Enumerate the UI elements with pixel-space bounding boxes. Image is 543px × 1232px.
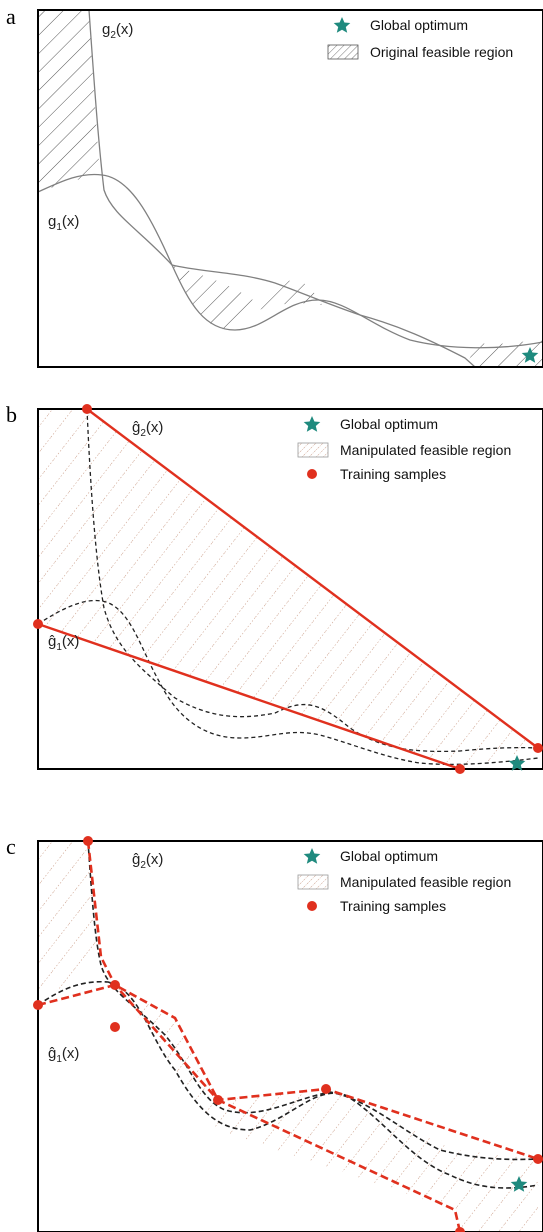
training-sample xyxy=(455,1227,465,1232)
training-sample xyxy=(321,1084,331,1094)
surrogate-g1-polyline xyxy=(38,983,462,1232)
legend-sample-icon xyxy=(307,901,317,911)
feasible-region-middle xyxy=(172,265,322,330)
training-sample xyxy=(533,1154,543,1164)
surrogate-g2-line xyxy=(86,409,539,749)
panel-c: c xyxy=(0,830,543,1232)
surrogate-g1-line xyxy=(38,622,461,769)
legend: Global optimum Manipulated feasible regi… xyxy=(297,416,511,482)
label-g2: g2(x) xyxy=(102,21,133,41)
surrogate-g2-polyline xyxy=(86,841,539,1161)
global-optimum-star xyxy=(510,1176,528,1192)
training-sample xyxy=(533,743,543,753)
training-sample xyxy=(110,980,120,990)
panel-a-plot: g2(x) g1(x) Global optimum Original feas… xyxy=(37,9,543,368)
legend-optimum-label: Global optimum xyxy=(340,848,438,864)
legend-star-icon xyxy=(303,848,321,864)
legend-region-label: Original feasible region xyxy=(370,44,513,60)
label-g1-hat: ĝ1(x) xyxy=(48,1045,79,1065)
curve-g1 xyxy=(38,173,543,349)
legend-sample-icon xyxy=(307,469,317,479)
training-sample xyxy=(213,1095,223,1105)
legend-samples-label: Training samples xyxy=(340,898,446,914)
manipulated-feasible-region xyxy=(38,409,538,769)
label-g1: g1(x) xyxy=(48,213,79,233)
legend-hatch-icon xyxy=(297,442,329,458)
global-optimum-star xyxy=(508,755,526,771)
training-sample xyxy=(33,619,43,629)
dashed-true-g1 xyxy=(38,599,539,766)
curve-g2 xyxy=(88,10,476,367)
legend-region-label: Manipulated feasible region xyxy=(340,442,511,458)
legend-hatch-icon xyxy=(327,44,359,60)
plot-frame xyxy=(37,408,543,770)
training-sample xyxy=(110,1022,120,1032)
dashed-true-g2 xyxy=(86,409,539,753)
legend-samples-label: Training samples xyxy=(340,466,446,482)
legend-region-label: Manipulated feasible region xyxy=(340,874,511,890)
plot-frame xyxy=(37,840,543,1232)
feasible-region-top-left xyxy=(38,10,100,192)
panel-a-letter: a xyxy=(6,4,16,29)
manipulated-feasible-region-top-left xyxy=(38,841,101,1005)
label-g2-hat: ĝ2(x) xyxy=(132,851,163,871)
panel-b-letter: b xyxy=(6,402,17,427)
legend: Global optimum Original feasible region xyxy=(327,17,513,60)
training-sample xyxy=(455,764,465,774)
legend-hatch-icon xyxy=(297,874,329,890)
panel-a: a g2(x) g1(x) xyxy=(0,0,543,380)
training-sample xyxy=(82,404,92,414)
global-optimum-star xyxy=(521,347,539,363)
dashed-true-g2 xyxy=(87,841,539,1161)
label-g2-hat: ĝ2(x) xyxy=(132,419,163,439)
plot-frame xyxy=(37,9,543,368)
legend-optimum-label: Global optimum xyxy=(370,17,468,33)
panel-b: b ĝ2( xyxy=(0,398,543,813)
legend-optimum-label: Global optimum xyxy=(340,416,438,432)
legend: Global optimum Manipulated feasible regi… xyxy=(297,848,511,914)
manipulated-feasible-region-middle xyxy=(115,985,538,1232)
panel-b-plot: ĝ2(x) ĝ1(x) Global optimum Manipulated f… xyxy=(33,404,543,774)
training-sample xyxy=(33,1000,43,1010)
label-g1-hat: ĝ1(x) xyxy=(48,633,79,653)
training-sample xyxy=(83,836,93,846)
legend-star-icon xyxy=(333,17,351,33)
panel-c-plot: ĝ2(x) ĝ1(x) Global optimum Manipulated f… xyxy=(33,836,543,1232)
legend-star-icon xyxy=(303,416,321,432)
panel-c-letter: c xyxy=(6,834,16,859)
